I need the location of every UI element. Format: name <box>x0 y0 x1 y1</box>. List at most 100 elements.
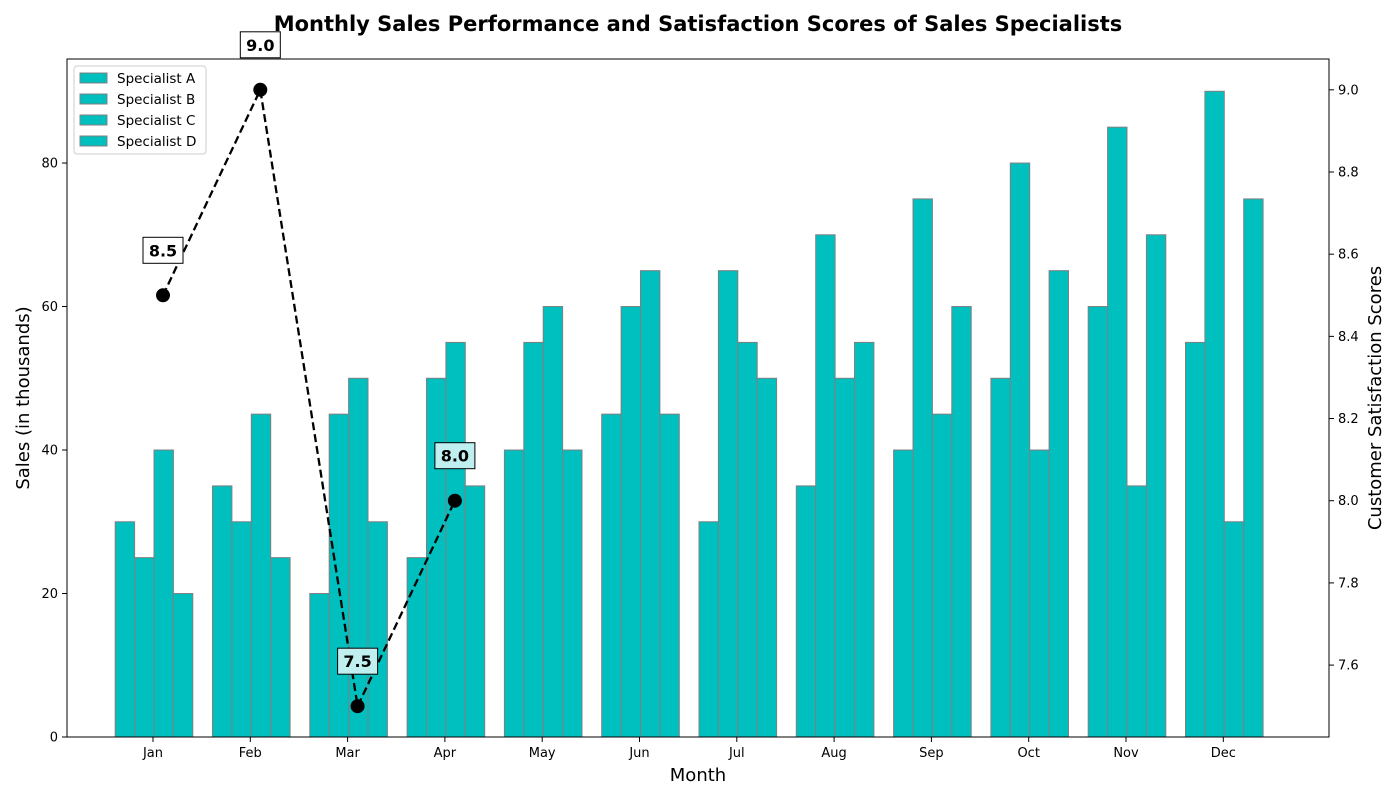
y2-axis-label: Customer Satisfaction Scores <box>1365 266 1386 530</box>
bar <box>1009 162 1031 738</box>
legend-swatch <box>79 72 108 84</box>
bar <box>698 521 719 738</box>
y2-tick-label: 8.0 <box>1338 494 1359 509</box>
satisfaction-line <box>161 85 456 711</box>
satisfaction-label: 7.5 <box>343 652 371 671</box>
bar <box>834 377 855 738</box>
y-tick-label: 60 <box>41 300 58 315</box>
satisfaction-marker <box>156 288 170 303</box>
legend-swatch <box>79 135 108 147</box>
legend-entry: Specialist C <box>117 113 195 129</box>
bar <box>464 485 486 738</box>
satisfaction-label: 8.0 <box>441 447 469 466</box>
x-tick-label: Feb <box>239 746 262 761</box>
bar <box>426 377 447 738</box>
x-axis-label: Month <box>670 765 726 786</box>
bar <box>172 593 194 738</box>
y-tick-label: 20 <box>41 587 58 602</box>
y2-tick-label: 8.8 <box>1338 166 1359 181</box>
x-tick-label: Jun <box>628 746 649 761</box>
bar <box>348 377 369 738</box>
bar <box>367 521 388 738</box>
bar <box>406 557 428 738</box>
bar <box>1145 234 1167 738</box>
bar <box>854 341 875 738</box>
bar <box>659 413 680 738</box>
x-tick-label: Aug <box>821 746 846 761</box>
bar <box>815 234 836 738</box>
x-tick-label: May <box>529 746 556 761</box>
bar <box>270 557 291 738</box>
y2-tick-label: 9.0 <box>1338 83 1359 98</box>
x-tick-label: Dec <box>1211 746 1236 761</box>
y-tick-label: 80 <box>41 157 58 172</box>
legend: Specialist A Specialist B Specialist C Spec… <box>73 65 207 155</box>
satisfaction-label-box <box>434 442 476 470</box>
bar <box>1204 90 1225 738</box>
y2-tick-label: 8.6 <box>1338 248 1359 263</box>
y-axis-label: Sales (in thousands) <box>13 306 34 489</box>
satisfaction-label-box <box>239 31 281 59</box>
bar <box>523 341 544 738</box>
y2-tick-label: 8.4 <box>1338 330 1359 345</box>
bar <box>1243 198 1264 738</box>
bar <box>990 377 1011 738</box>
bar <box>893 449 914 738</box>
bar <box>445 341 466 738</box>
x-tick-label: Nov <box>1113 746 1139 761</box>
bar <box>756 377 778 738</box>
bar <box>231 521 252 738</box>
bar <box>1048 270 1069 738</box>
bar <box>737 341 758 738</box>
y-axis-left: 0 20 40 60 80 <box>41 157 67 746</box>
bar <box>931 413 953 738</box>
satisfaction-label-box <box>142 236 184 264</box>
bar <box>951 306 972 738</box>
bar <box>717 270 739 738</box>
x-tick-label: Sep <box>919 746 944 761</box>
x-tick-label: Jul <box>728 746 745 761</box>
satisfaction-marker <box>253 82 268 97</box>
bar <box>1126 485 1147 738</box>
bar <box>328 413 350 738</box>
bar <box>620 306 641 738</box>
bar <box>250 413 272 738</box>
x-tick-label: Mar <box>335 746 360 761</box>
legend-swatch <box>79 93 108 105</box>
bar <box>1185 341 1206 738</box>
satisfaction-line-layer: 8.5 9.0 7.5 8.0 <box>142 31 476 714</box>
bar <box>114 521 136 738</box>
y-tick-label: 0 <box>50 731 58 746</box>
bar <box>1223 521 1245 738</box>
y-axis-right: 7.6 7.8 8.0 8.2 8.4 8.6 8.8 9.0 <box>1329 83 1359 674</box>
y2-tick-label: 7.6 <box>1338 659 1359 674</box>
bar <box>795 485 817 738</box>
bar <box>212 485 233 738</box>
bar <box>562 449 583 738</box>
bar <box>1087 306 1109 738</box>
bar <box>309 593 330 738</box>
y2-tick-label: 8.2 <box>1338 412 1359 427</box>
legend-entry: Specialist B <box>117 92 195 108</box>
legend-entry: Specialist A <box>117 71 196 87</box>
bars-layer <box>114 90 1264 738</box>
satisfaction-marker <box>447 493 462 508</box>
bar <box>1107 126 1128 738</box>
y-tick-label: 40 <box>41 444 58 459</box>
bar <box>912 198 933 738</box>
satisfaction-label-box <box>337 647 379 675</box>
legend-swatch <box>79 114 108 126</box>
x-tick-label: Oct <box>1017 746 1039 761</box>
bar <box>134 557 155 738</box>
satisfaction-label: 8.5 <box>149 241 177 260</box>
bar <box>1029 449 1050 738</box>
bar <box>542 306 564 738</box>
satisfaction-label: 9.0 <box>246 36 274 55</box>
bar <box>153 449 174 738</box>
legend-entry: Specialist D <box>117 134 196 150</box>
x-tick-label: Jan <box>142 746 163 761</box>
x-tick-label: Apr <box>434 746 457 761</box>
legend-box <box>73 65 207 155</box>
y2-tick-label: 7.8 <box>1338 576 1359 591</box>
